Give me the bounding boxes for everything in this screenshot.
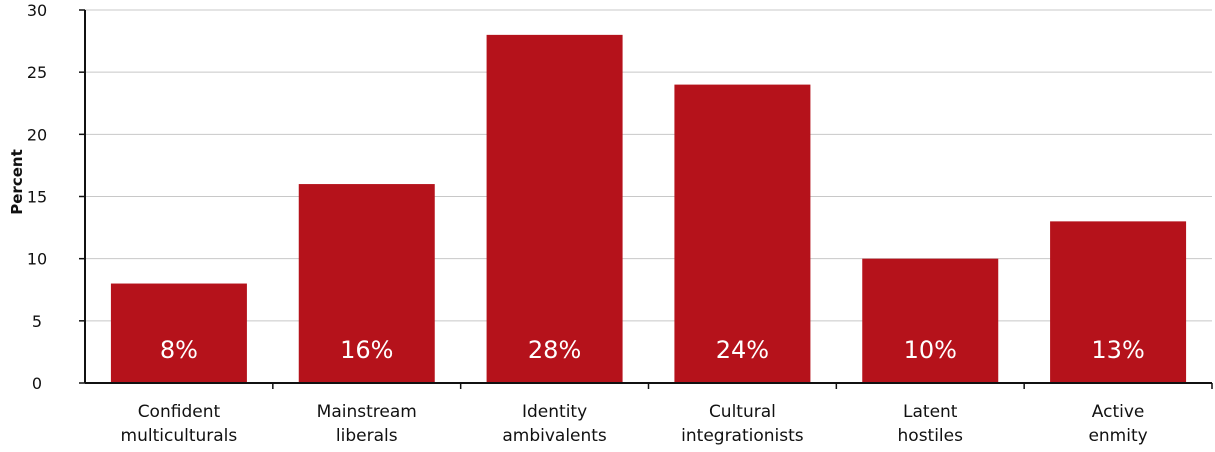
bar-value-label: 10% <box>904 336 957 364</box>
x-category-label: Cultural integrationists <box>681 402 804 446</box>
y-tick-label: 5 <box>32 312 42 331</box>
axes <box>79 9 1213 389</box>
y-axis-label: Percent <box>8 149 26 214</box>
bars: 8% 16% 28% 24% 10% 13% <box>110 34 1187 383</box>
y-tick-label: 20 <box>27 125 47 144</box>
x-category-label: Confident multiculturals <box>121 402 238 446</box>
gridlines <box>85 9 1212 322</box>
bar-value-label: 13% <box>1091 336 1144 364</box>
bar <box>862 258 999 383</box>
bar <box>1050 221 1187 383</box>
y-tick-label: 30 <box>27 1 47 20</box>
y-tick-label: 10 <box>27 250 47 269</box>
x-category-label: Active enmity <box>1088 402 1147 446</box>
y-tick-label: 0 <box>32 374 42 393</box>
bar <box>486 34 623 383</box>
bar-value-label: 8% <box>160 336 198 364</box>
y-tick-label: 25 <box>27 63 47 82</box>
bar <box>298 184 435 383</box>
x-category-label: Latent hostiles <box>898 402 964 446</box>
bar <box>110 283 247 383</box>
y-tick-labels: 0 5 10 15 20 25 30 <box>27 1 47 393</box>
x-category-label: Identity ambivalents <box>502 402 607 446</box>
bar-value-label: 28% <box>528 336 581 364</box>
x-category-labels: Confident multiculturals Mainstream liberal… <box>121 402 1148 446</box>
x-category-label: Mainstream liberals <box>317 402 417 446</box>
y-tick-label: 15 <box>27 188 47 207</box>
bar-value-label: 24% <box>716 336 769 364</box>
bar <box>674 84 811 383</box>
bar-value-label: 16% <box>340 336 393 364</box>
